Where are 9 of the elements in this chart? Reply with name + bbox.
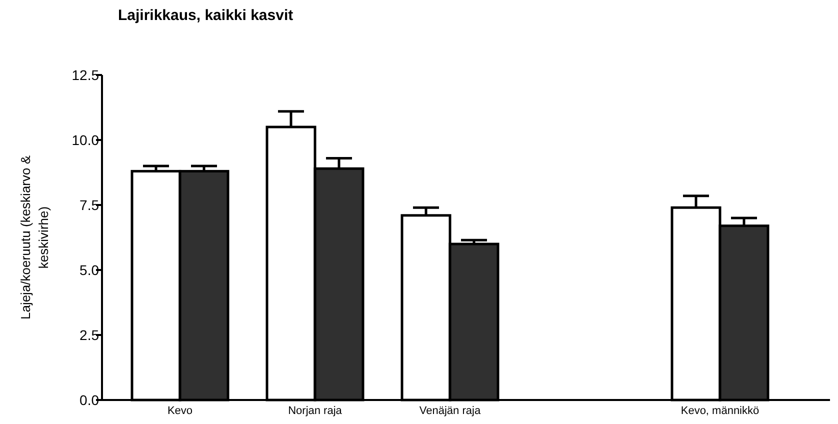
- y-axis-title: Lajeja/koeruutu (keskiarvo & keskivirhe): [18, 155, 51, 320]
- chart-title: Lajirikkaus, kaikki kasvit: [118, 7, 294, 24]
- y-tick-label: 10.0: [72, 132, 100, 148]
- y-tick-label: 2.5: [80, 326, 100, 343]
- x-tick-label: Kevo: [167, 405, 193, 417]
- y-tick-label: 12.5: [72, 66, 100, 83]
- x-tick-label: Norjan raja: [288, 405, 343, 417]
- x-tick-label: Venäjän raja: [419, 405, 482, 417]
- x-tick-label: Kevo, männikkö: [680, 405, 760, 417]
